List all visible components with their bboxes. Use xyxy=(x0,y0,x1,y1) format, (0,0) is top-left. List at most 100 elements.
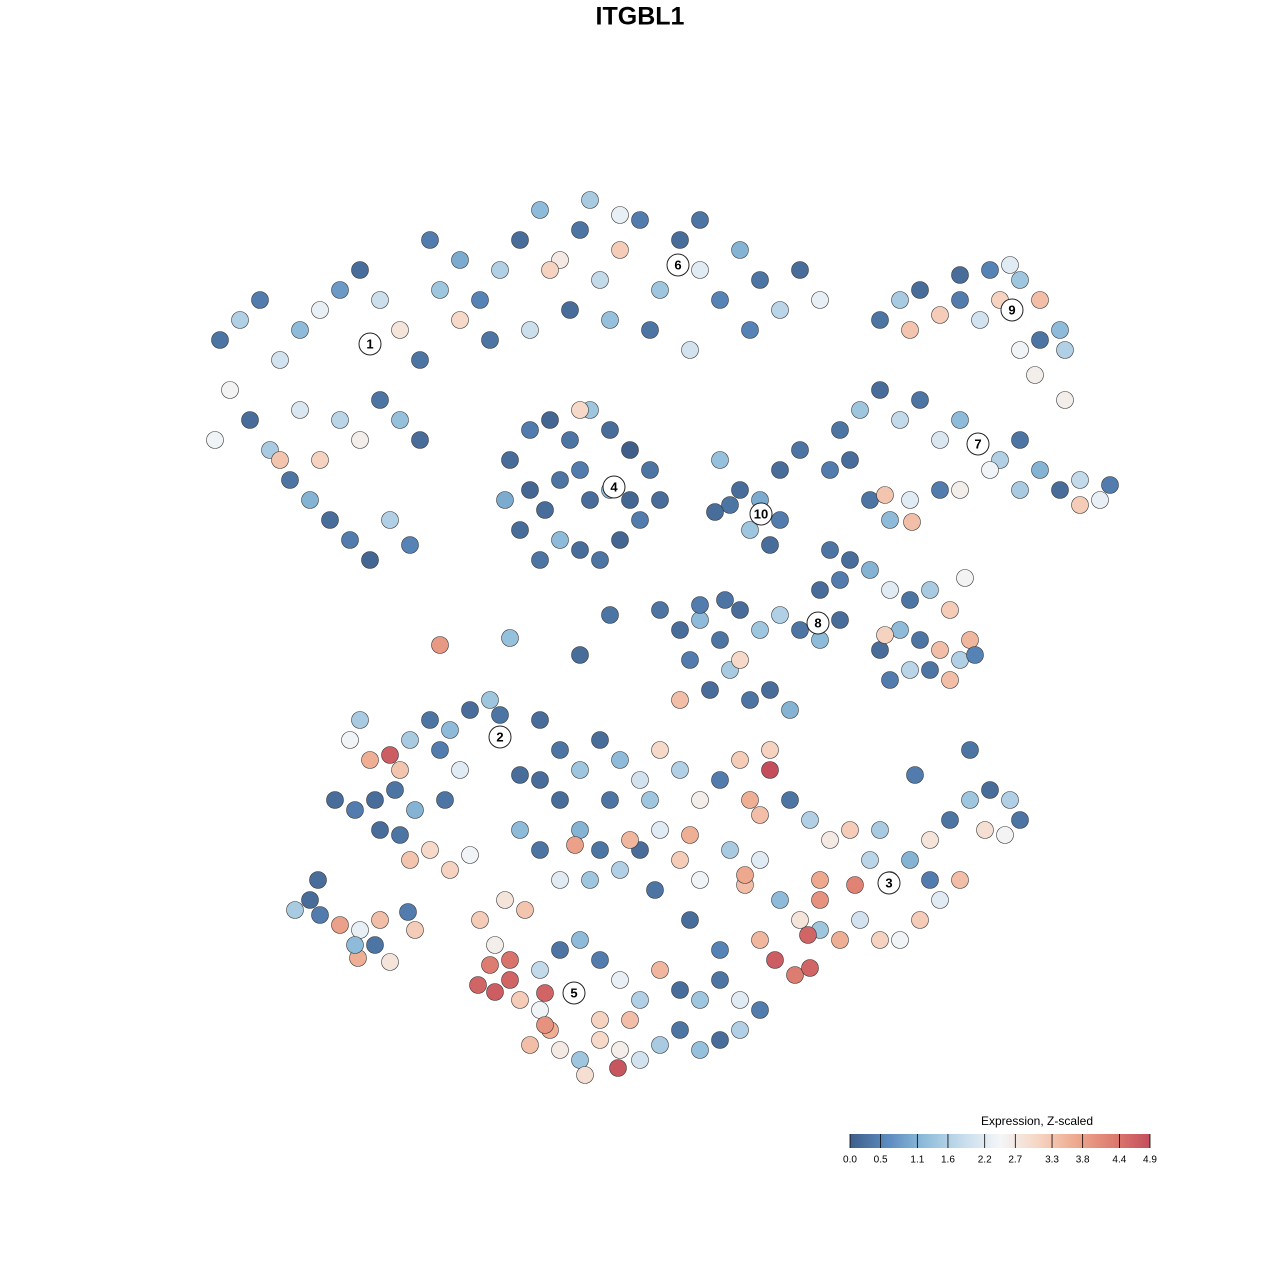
point xyxy=(571,1051,589,1069)
point xyxy=(751,1001,769,1019)
point xyxy=(451,251,469,269)
point xyxy=(966,646,984,664)
point xyxy=(771,511,789,529)
point xyxy=(751,271,769,289)
point xyxy=(386,781,404,799)
point xyxy=(291,401,309,419)
point xyxy=(611,241,629,259)
point xyxy=(231,311,249,329)
point xyxy=(751,931,769,949)
point xyxy=(351,261,369,279)
point xyxy=(471,291,489,309)
point xyxy=(1031,291,1049,309)
point xyxy=(651,1036,669,1054)
colorbar-tick-label: 0.5 xyxy=(874,1155,888,1166)
point xyxy=(221,381,239,399)
colorbar-tick-label: 0.0 xyxy=(843,1155,857,1166)
point xyxy=(551,871,569,889)
point xyxy=(961,631,979,649)
point xyxy=(496,491,514,509)
point xyxy=(391,321,409,339)
cluster-badge xyxy=(806,611,830,635)
point xyxy=(411,431,429,449)
point xyxy=(361,551,379,569)
point xyxy=(851,911,869,929)
point xyxy=(981,461,999,479)
point xyxy=(711,631,729,649)
point xyxy=(611,751,629,769)
point xyxy=(401,536,419,554)
point xyxy=(591,731,609,749)
point xyxy=(1031,331,1049,349)
point xyxy=(851,401,869,419)
point xyxy=(531,961,549,979)
point xyxy=(671,621,689,639)
point xyxy=(406,801,424,819)
point xyxy=(481,956,499,974)
point xyxy=(461,701,479,719)
point xyxy=(711,971,729,989)
point xyxy=(691,791,709,809)
cluster-label: 1 xyxy=(366,336,373,351)
point xyxy=(951,481,969,499)
point xyxy=(531,771,549,789)
point xyxy=(591,271,609,289)
point xyxy=(861,851,879,869)
cluster-label: 8 xyxy=(814,615,821,630)
point xyxy=(631,1051,649,1069)
point xyxy=(791,911,809,929)
point xyxy=(736,866,754,884)
point xyxy=(481,691,499,709)
point xyxy=(761,681,779,699)
point xyxy=(731,1021,749,1039)
cluster-badge xyxy=(966,432,990,456)
point xyxy=(501,629,519,647)
point xyxy=(871,311,889,329)
point xyxy=(311,906,329,924)
point xyxy=(1001,791,1019,809)
point xyxy=(811,871,829,889)
cluster-badge xyxy=(358,332,382,356)
point xyxy=(541,261,559,279)
colorbar-tick-label: 3.8 xyxy=(1076,1155,1090,1166)
point xyxy=(381,746,399,764)
point xyxy=(761,741,779,759)
point xyxy=(531,201,549,219)
point xyxy=(381,953,399,971)
point xyxy=(831,931,849,949)
point xyxy=(611,1041,629,1059)
point xyxy=(486,936,504,954)
point xyxy=(611,206,629,224)
point xyxy=(951,651,969,669)
point xyxy=(931,481,949,499)
point xyxy=(431,281,449,299)
point xyxy=(791,261,809,279)
point xyxy=(399,903,417,921)
point xyxy=(671,1021,689,1039)
cluster-badge xyxy=(749,502,773,526)
point xyxy=(341,731,359,749)
colorbar-gradient xyxy=(850,1134,1150,1148)
point xyxy=(921,581,939,599)
point xyxy=(821,831,839,849)
cluster-label: 9 xyxy=(1008,302,1015,317)
point xyxy=(401,851,419,869)
point xyxy=(366,791,384,809)
point xyxy=(771,301,789,319)
point xyxy=(871,641,889,659)
point xyxy=(876,626,894,644)
point xyxy=(561,431,579,449)
point xyxy=(591,1011,609,1029)
point xyxy=(591,1031,609,1049)
point xyxy=(521,321,539,339)
point xyxy=(846,876,864,894)
colorbar-tick-label: 2.2 xyxy=(978,1155,992,1166)
cluster-badge xyxy=(666,253,690,277)
point xyxy=(311,451,329,469)
point xyxy=(321,511,339,529)
point xyxy=(931,891,949,909)
point xyxy=(821,541,839,559)
cluster-badge xyxy=(562,981,586,1005)
point xyxy=(731,751,749,769)
point xyxy=(1101,476,1119,494)
